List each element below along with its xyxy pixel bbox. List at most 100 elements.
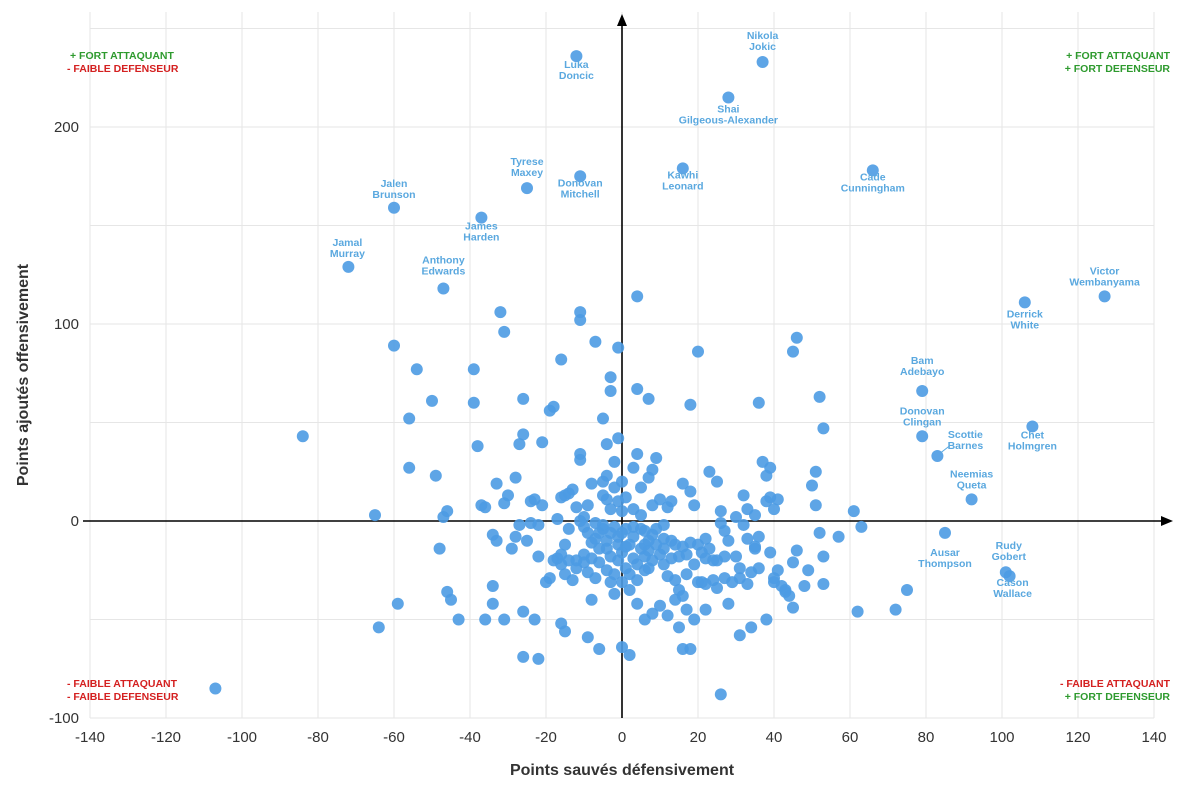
data-point <box>813 526 826 539</box>
data-point <box>517 392 530 405</box>
data-point <box>517 428 530 441</box>
x-tick-label: -120 <box>151 729 181 746</box>
y-axis-title: Points ajoutés offensivement <box>15 263 32 486</box>
point-label: Mitchell <box>561 188 600 200</box>
point-label: Wallace <box>993 588 1032 600</box>
label-connector <box>940 445 950 454</box>
data-point <box>722 534 735 547</box>
x-tick-label: 40 <box>766 729 783 746</box>
x-tick-label: -100 <box>227 729 257 746</box>
data-point <box>760 613 773 626</box>
data-point <box>650 451 663 464</box>
point-label: Adebayo <box>900 366 944 378</box>
corner-top-left: + FORT ATTAQUANT - FAIBLE DEFENSEUR <box>67 50 179 75</box>
point-label: Neemias <box>950 468 993 480</box>
data-point <box>745 621 758 634</box>
data-point <box>657 518 670 531</box>
y-tick-label: 100 <box>54 316 79 333</box>
data-point-labeled <box>916 430 929 443</box>
point-label: Maxey <box>511 167 543 179</box>
data-point <box>467 363 480 376</box>
data-point <box>403 412 416 425</box>
data-point <box>616 505 628 518</box>
x-tick-label: 120 <box>1065 729 1090 746</box>
corner-bottom-left: - FAIBLE ATTAQUANT - FAIBLE DEFENSEUR <box>67 678 179 703</box>
data-point <box>494 306 507 319</box>
point-label: Chet <box>1021 429 1045 441</box>
data-point <box>616 576 628 589</box>
data-point <box>730 550 742 563</box>
corner-bottom-right-line2: + FORT DEFENSEUR <box>1065 691 1171 703</box>
x-tick-label: 100 <box>989 729 1014 746</box>
data-point <box>604 384 617 397</box>
data-point <box>555 353 568 366</box>
point-label: Donovan <box>558 177 603 189</box>
data-point <box>566 483 579 496</box>
data-point <box>654 493 666 506</box>
data-point-labeled <box>1098 290 1111 303</box>
x-tick-label: -140 <box>75 729 105 746</box>
y-tick-label: -100 <box>49 710 79 727</box>
point-label: Leonard <box>662 180 703 192</box>
data-point <box>593 643 606 656</box>
data-point <box>536 436 549 449</box>
data-point <box>657 542 670 555</box>
data-point <box>589 572 602 585</box>
point-label: Anthony <box>422 255 465 267</box>
point-label: Cason <box>997 577 1029 589</box>
data-point <box>718 524 731 537</box>
data-point <box>410 363 423 376</box>
data-point <box>718 550 731 563</box>
point-label: Wembanyama <box>1069 276 1140 288</box>
data-point <box>764 546 777 559</box>
y-tick-label: 200 <box>54 119 79 136</box>
data-point <box>403 461 416 474</box>
data-point <box>593 556 606 569</box>
data-point <box>771 493 784 506</box>
data-point <box>730 511 742 524</box>
data-point <box>433 542 446 555</box>
data-point <box>809 465 822 478</box>
x-tick-label: 60 <box>842 729 859 746</box>
data-point <box>547 400 560 413</box>
data-point <box>623 648 636 661</box>
data-point <box>669 574 682 587</box>
data-point <box>642 392 655 405</box>
corner-bottom-right-line1: - FAIBLE ATTAQUANT <box>1060 678 1171 690</box>
data-point <box>391 597 404 610</box>
data-point-labeled <box>574 170 587 183</box>
data-point <box>699 603 712 616</box>
data-point-labeled <box>676 162 689 175</box>
data-point <box>901 583 913 596</box>
data-point <box>741 578 754 591</box>
data-point-labeled <box>1003 570 1016 583</box>
x-tick-label: -80 <box>307 729 329 746</box>
data-point <box>749 509 761 522</box>
data-point <box>612 432 625 445</box>
data-point <box>574 306 587 319</box>
corner-bottom-right: - FAIBLE ATTAQUANT + FORT DEFENSEUR <box>1060 678 1171 703</box>
data-point <box>684 485 697 498</box>
data-point <box>388 339 400 352</box>
data-point <box>616 475 628 488</box>
data-point <box>479 501 492 514</box>
data-point <box>479 613 492 626</box>
data-point-labeled <box>521 182 533 195</box>
data-point <box>802 564 815 577</box>
data-point-labeled <box>475 211 488 224</box>
data-point <box>574 453 587 466</box>
data-point <box>680 548 693 561</box>
data-point <box>521 534 533 547</box>
data-point <box>771 564 784 577</box>
data-point <box>502 489 514 502</box>
data-point <box>768 503 780 516</box>
data-point <box>608 455 621 468</box>
point-label: Derrick <box>1007 308 1043 320</box>
point-label: Rudy <box>996 540 1022 552</box>
data-point <box>600 469 613 482</box>
data-point <box>635 509 647 522</box>
point-label: Luka <box>564 59 589 71</box>
data-point <box>806 479 818 492</box>
